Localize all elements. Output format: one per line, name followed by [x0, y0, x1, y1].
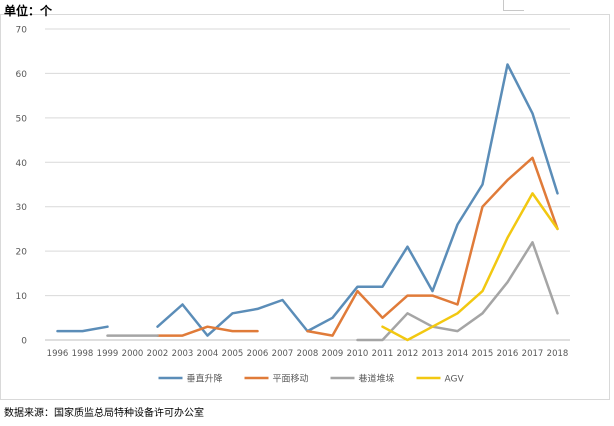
series-line-1 [306, 156, 559, 337]
series-line-2 [356, 241, 559, 342]
series-line-3 [381, 192, 559, 342]
grid-layer [45, 28, 570, 341]
y-tick-label: 40 [16, 159, 28, 169]
x-tick-label: 2014 [447, 349, 469, 359]
y-tick-label: 70 [16, 26, 28, 36]
line-chart: 0 10 20 30 40 50 60 70 1996 1998 1999 2000 2002 2003… [16, 26, 570, 385]
legend-label: AGV [445, 375, 465, 385]
x-tick-label: 2005 [222, 349, 244, 359]
y-tick-labels: 0 10 20 30 40 50 60 70 [16, 26, 28, 347]
unit-label: 单位：个 [4, 4, 53, 18]
x-tick-label: 2011 [372, 349, 394, 359]
source-label: 数据来源：国家质监总局特种设备许可办公室 [4, 408, 204, 419]
legend-label: 垂直升降 [187, 373, 223, 385]
legend-label: 巷道堆垛 [359, 373, 395, 385]
y-tick-label: 30 [16, 203, 28, 213]
y-tick-label: 20 [16, 248, 28, 258]
x-tick-label: 2018 [547, 349, 569, 359]
y-tick-label: 60 [16, 70, 28, 80]
series-lines [56, 63, 559, 342]
x-tick-label: 1999 [97, 349, 119, 359]
series-line-0 [56, 325, 109, 333]
x-tick-label: 2012 [397, 349, 419, 359]
x-tick-labels: 1996 1998 1999 2000 2002 2003 2004 2005 2006 2007… [47, 349, 569, 359]
x-tick-label: 2000 [122, 349, 144, 359]
x-tick-label: 1996 [47, 349, 69, 359]
x-tick-label: 2015 [472, 349, 494, 359]
x-tick-label: 2008 [297, 349, 319, 359]
series-line-1 [156, 325, 259, 337]
x-tick-label: 2004 [197, 349, 219, 359]
x-tick-label: 2007 [272, 349, 294, 359]
x-tick-label: 2006 [247, 349, 269, 359]
legend-label: 平面移动 [273, 373, 309, 385]
x-tick-label: 2009 [322, 349, 344, 359]
x-tick-label: 2013 [422, 349, 444, 359]
series-line-0 [156, 63, 559, 337]
x-tick-label: 2002 [147, 349, 169, 359]
x-tick-label: 1998 [72, 349, 94, 359]
y-tick-label: 10 [16, 292, 28, 302]
y-tick-label: 50 [16, 114, 28, 124]
x-tick-label: 2016 [497, 349, 519, 359]
x-tick-label: 2017 [522, 349, 544, 359]
frame-corner-mark [503, 0, 524, 11]
y-tick-label: 0 [21, 337, 27, 347]
x-tick-label: 2010 [347, 349, 369, 359]
legend: 垂直升降 平面移动 巷道堆垛 AGV [158, 373, 465, 385]
x-tick-label: 2003 [172, 349, 194, 359]
